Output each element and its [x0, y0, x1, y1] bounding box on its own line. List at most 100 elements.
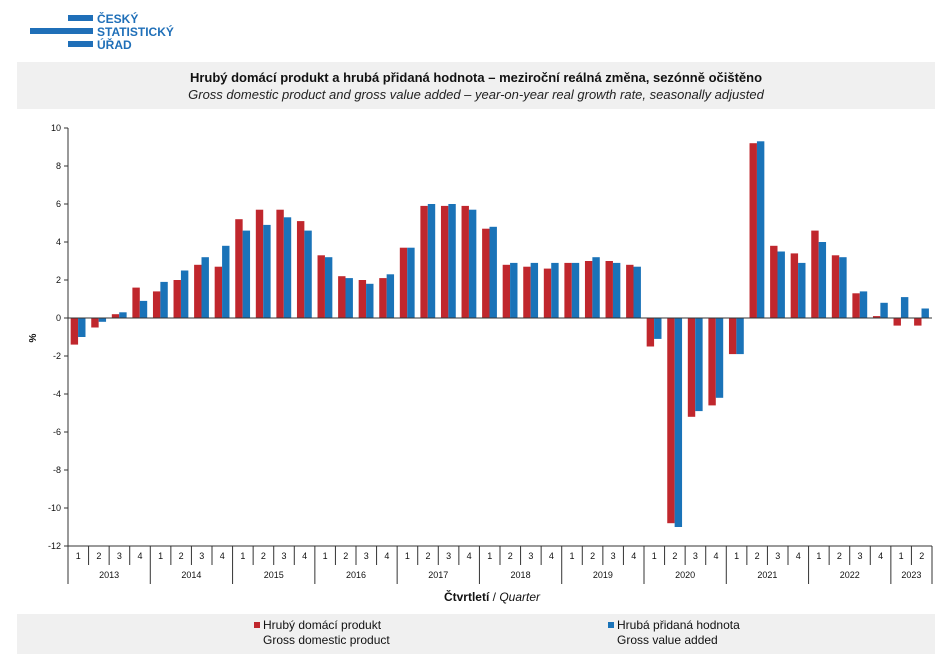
bar-gva — [654, 318, 662, 339]
quarter-label: 4 — [467, 551, 472, 561]
year-label: 2016 — [346, 570, 366, 580]
year-label: 2023 — [901, 570, 921, 580]
bar-gdp — [379, 278, 387, 318]
bar-gva — [777, 251, 785, 318]
chart-x-axis: 1 2 3 4 1 2 3 4 1 2 3 4 1 2 3 4 1 2 3 4 1 2 3 4 1 2 3 4 1 2 3 4 1 2 3 4 1 2 3 4… — [67, 317, 933, 584]
bar-gdp — [461, 205, 469, 318]
bar-gdp — [872, 316, 881, 318]
quarter-label: 2 — [590, 551, 595, 561]
bar-gdp — [440, 205, 449, 318]
bar-gva — [695, 318, 703, 412]
quarter-label: 1 — [76, 551, 81, 561]
quarter-label: 4 — [302, 551, 307, 561]
bar-gva — [510, 262, 518, 318]
y-tick-label: -6 — [53, 427, 61, 437]
bar-gdp — [420, 205, 428, 318]
quarter-label: 1 — [899, 551, 904, 561]
quarter-label: 3 — [857, 551, 862, 561]
bar-gdp — [893, 318, 901, 326]
legend-label-gva-en: Gross value added — [617, 633, 718, 647]
bar-gva — [818, 242, 827, 318]
bar-gva — [366, 283, 374, 318]
bar-gdp — [543, 268, 552, 318]
bar-gva — [900, 297, 909, 318]
logo-line-3: ÚŘAD — [97, 37, 132, 52]
year-label: 2019 — [593, 570, 613, 580]
quarter-label: 4 — [549, 551, 554, 561]
chart-title-cz: Hrubý domácí produkt a hrubá přidaná hod… — [189, 70, 763, 85]
bar-gdp — [111, 314, 120, 318]
bar-gdp — [770, 245, 778, 318]
bar-gdp — [399, 247, 408, 318]
bar-gva — [407, 247, 415, 318]
bar-gdp — [317, 255, 325, 318]
bar-gdp — [584, 261, 593, 318]
quarter-label: 4 — [220, 551, 225, 561]
bar-gva — [222, 245, 230, 318]
bar-gva — [715, 318, 724, 398]
bar-gva — [242, 230, 251, 318]
bar-gdp — [91, 318, 99, 328]
bar-gva — [612, 262, 621, 318]
bar-gdp — [811, 230, 819, 318]
logo-line-1: ČESKÝ — [97, 11, 138, 26]
y-tick-label: 4 — [56, 237, 61, 247]
bar-gdp — [338, 276, 346, 318]
quarter-label: 3 — [117, 551, 122, 561]
legend-item-gdp: Hrubý domácí produkt Gross domestic prod… — [254, 618, 390, 648]
year-label: 2014 — [181, 570, 201, 580]
quarter-label: 3 — [364, 551, 369, 561]
quarter-label: 3 — [611, 551, 616, 561]
bar-gva — [263, 224, 271, 318]
year-label: 2018 — [511, 570, 531, 580]
quarter-label: 2 — [755, 551, 760, 561]
bar-gva — [345, 278, 353, 318]
y-tick-label: 8 — [56, 161, 61, 171]
quarter-label: 1 — [240, 551, 245, 561]
y-tick-label: 6 — [56, 199, 61, 209]
csu-logo: ČESKÝ STATISTICKÝ ÚŘAD — [28, 10, 198, 58]
bar-gva — [859, 291, 868, 318]
x-axis-label-en: Quarter — [499, 590, 541, 604]
legend-label-gva-cz: Hrubá přidaná hodnota — [617, 618, 740, 632]
quarter-label: 1 — [487, 551, 492, 561]
quarter-label: 4 — [713, 551, 718, 561]
bar-gva — [798, 262, 806, 318]
y-tick-label: -8 — [53, 465, 61, 475]
quarter-label: 3 — [446, 551, 451, 561]
bar-gva — [489, 226, 497, 318]
bar-gdp — [749, 143, 757, 318]
quarter-label: 3 — [199, 551, 204, 561]
quarter-label: 2 — [96, 551, 101, 561]
bar-gdp — [235, 219, 243, 318]
bar-gdp — [296, 221, 305, 318]
quarter-label: 1 — [405, 551, 410, 561]
bar-gdp — [564, 262, 572, 318]
year-label: 2017 — [428, 570, 448, 580]
bar-gdp — [482, 228, 490, 318]
bar-gva — [551, 262, 559, 318]
bar-gva — [98, 318, 107, 322]
quarter-label: 4 — [878, 551, 883, 561]
bar-gdp — [502, 264, 511, 318]
legend-label-gdp-en: Gross domestic product — [263, 633, 390, 647]
bar-gva — [921, 308, 929, 318]
chart-title-en: Gross domestic product and gross value a… — [188, 87, 764, 102]
legend-item-gva: Hrubá přidaná hodnota Gross value added — [608, 618, 740, 648]
bar-gva — [386, 274, 395, 318]
quarter-label: 2 — [672, 551, 677, 561]
year-label: 2020 — [675, 570, 695, 580]
y-tick-label: 10 — [51, 123, 61, 133]
quarter-label: 2 — [919, 551, 924, 561]
bar-gva — [468, 209, 477, 318]
bar-gdp — [667, 318, 675, 524]
bar-gdp — [152, 291, 161, 318]
year-label: 2021 — [757, 570, 777, 580]
bar-gva — [530, 262, 539, 318]
y-tick-label: 2 — [56, 275, 61, 285]
quarter-label: 2 — [261, 551, 266, 561]
bar-gdp — [70, 318, 79, 345]
quarter-label: 1 — [158, 551, 163, 561]
bar-gva — [160, 281, 168, 318]
bar-gdp — [523, 266, 531, 318]
